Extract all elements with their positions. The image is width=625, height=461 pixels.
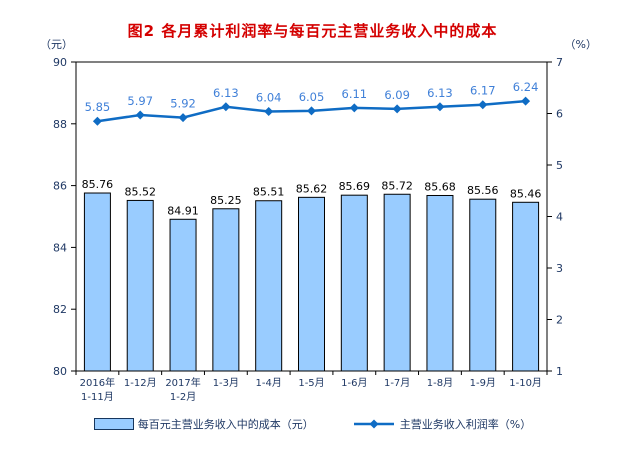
bar-value-label: 85.51 [253, 186, 285, 199]
left-axis-unit-label: （元） [40, 38, 73, 51]
bar [469, 198, 497, 372]
right-axis-tick-label: 7 [556, 56, 563, 69]
left-axis-tick-label: 80 [53, 365, 67, 378]
line-value-label: 6.11 [342, 87, 368, 101]
line-value-label: 5.85 [85, 100, 111, 114]
left-axis-tick-label: 86 [53, 180, 67, 193]
x-axis-category-label: 2017年 [165, 376, 200, 389]
x-axis-category-label: 1-5月 [298, 377, 324, 389]
x-axis-category-label: 1-7月 [384, 377, 410, 389]
line-value-label: 5.97 [127, 94, 153, 108]
right-axis-tick-label: 5 [556, 159, 563, 172]
x-axis-category-label: 1-6月 [341, 377, 367, 389]
x-axis-category-label: 1-4月 [256, 377, 282, 389]
bar-value-label: 85.25 [210, 194, 242, 207]
right-axis-tick-label: 2 [556, 314, 563, 327]
bar [512, 201, 540, 372]
bar-value-label: 85.46 [510, 187, 542, 200]
x-axis-category-label: 1-10月 [509, 377, 542, 389]
legend-item-bar: 每百元主营业务收入中的成本（元） [93, 416, 314, 432]
diamond-marker-icon [178, 113, 188, 123]
bar [426, 194, 454, 372]
x-axis-category-label: 1-8月 [427, 377, 453, 389]
diamond-marker-icon [478, 100, 488, 110]
legend-bar-label: 每百元主营业务收入中的成本（元） [137, 418, 314, 431]
diamond-marker-icon [135, 110, 145, 120]
legend-bar-swatch-icon [93, 418, 134, 430]
x-axis-category-label: 1-3月 [213, 377, 239, 389]
bar-value-label: 84.91 [167, 204, 199, 217]
diamond-marker-icon [307, 106, 316, 116]
left-axis-tick-label: 88 [53, 118, 67, 131]
x-axis-category-label: 1-9月 [470, 377, 496, 389]
diamond-marker-icon [264, 106, 274, 116]
diamond-marker-icon [435, 102, 445, 112]
bar [383, 193, 411, 372]
line-value-label: 6.24 [513, 80, 539, 94]
diamond-marker-icon [392, 104, 402, 114]
right-axis-tick-label: 3 [556, 262, 563, 275]
bar-value-label: 85.72 [381, 179, 413, 192]
legend-line-swatch-icon [353, 419, 394, 429]
legend: 每百元主营业务收入中的成本（元） 主营业务收入利润率（%） [0, 415, 625, 433]
bar-value-label: 85.68 [424, 180, 456, 193]
left-axis-tick-label: 82 [53, 303, 67, 316]
chart-title: 图2 各月累计利润率与每百元主营业务收入中的成本 [127, 22, 498, 40]
right-axis-tick-label: 6 [556, 108, 563, 121]
right-axis-unit-label: （%） [564, 38, 597, 51]
diamond-marker-icon [521, 96, 531, 106]
bar-value-label: 85.62 [296, 182, 328, 195]
diamond-marker-icon [221, 102, 231, 112]
line-value-label: 5.92 [170, 97, 196, 111]
bar-value-label: 85.52 [124, 185, 156, 198]
right-axis-tick-label: 1 [556, 365, 563, 378]
bar [255, 200, 283, 372]
x-axis-category-label: 1-12月 [124, 377, 157, 389]
x-axis-category-label: 1-2月 [170, 391, 196, 403]
x-axis-category-label: 2016年 [80, 376, 115, 389]
bar [83, 192, 111, 372]
legend-line-label: 主营业务收入利润率（%） [399, 418, 532, 431]
line-value-label: 6.13 [427, 86, 453, 100]
left-axis-tick-label: 84 [53, 241, 67, 254]
legend-item-line: 主营业务收入利润率（%） [352, 416, 531, 432]
line-value-label: 6.13 [213, 86, 239, 100]
bar [126, 199, 154, 372]
bar [298, 196, 325, 372]
bar-value-label: 85.56 [467, 184, 499, 197]
right-axis-tick-label: 4 [556, 211, 563, 224]
line-value-label: 6.04 [256, 90, 282, 104]
diamond-marker-icon [349, 103, 359, 113]
bar-value-label: 85.69 [339, 180, 371, 193]
bar [169, 218, 197, 372]
line-value-label: 6.17 [470, 84, 496, 98]
x-axis-category-label: 1-11月 [81, 391, 114, 403]
line-value-label: 6.05 [299, 90, 325, 104]
line-value-label: 6.09 [384, 88, 410, 102]
bar [212, 208, 240, 372]
bar-value-label: 85.76 [82, 178, 114, 191]
bar [340, 194, 368, 372]
left-axis-tick-label: 90 [53, 56, 67, 69]
diamond-marker-icon [92, 116, 102, 126]
